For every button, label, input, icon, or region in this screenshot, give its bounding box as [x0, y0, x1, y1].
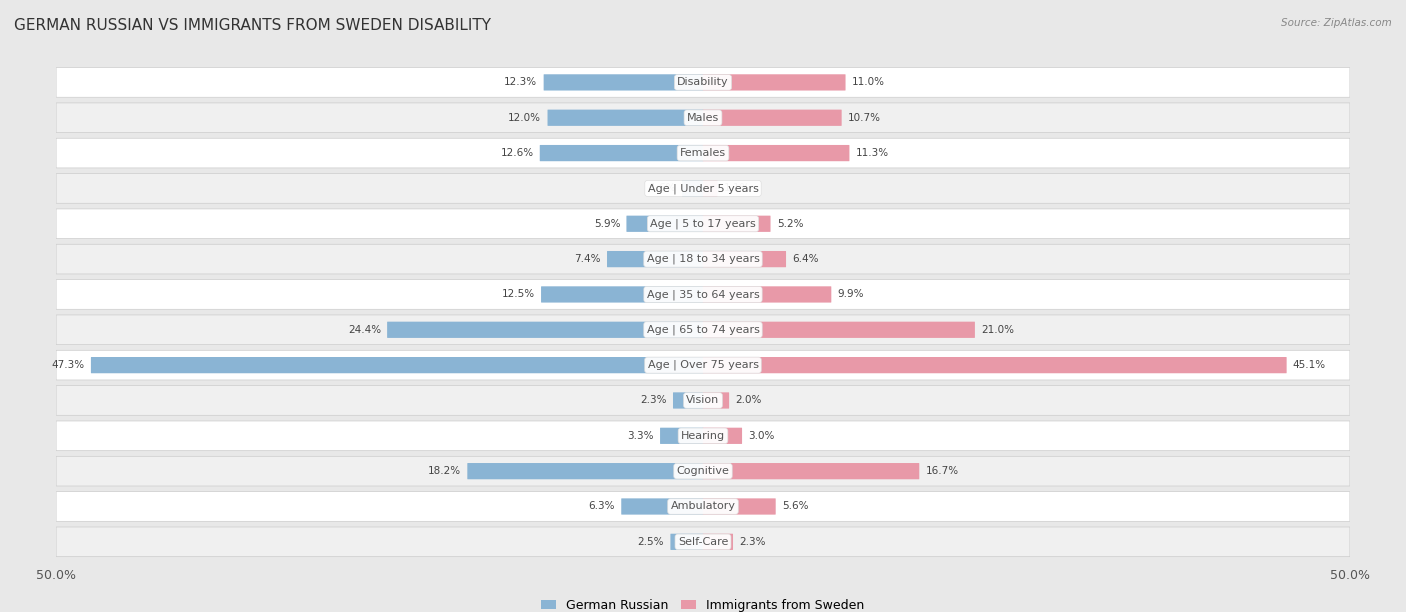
Text: 45.1%: 45.1% [1294, 360, 1326, 370]
Text: Age | 35 to 64 years: Age | 35 to 64 years [647, 289, 759, 300]
Text: Age | 18 to 34 years: Age | 18 to 34 years [647, 254, 759, 264]
FancyBboxPatch shape [703, 251, 786, 267]
FancyBboxPatch shape [703, 392, 730, 409]
Text: Age | 65 to 74 years: Age | 65 to 74 years [647, 324, 759, 335]
Text: 11.0%: 11.0% [852, 77, 884, 88]
Text: 24.4%: 24.4% [347, 325, 381, 335]
FancyBboxPatch shape [387, 322, 703, 338]
FancyBboxPatch shape [703, 110, 842, 126]
FancyBboxPatch shape [703, 286, 831, 302]
FancyBboxPatch shape [547, 110, 703, 126]
Text: 5.2%: 5.2% [776, 218, 803, 229]
Text: 9.9%: 9.9% [838, 289, 865, 299]
Text: 5.6%: 5.6% [782, 501, 808, 512]
Text: 1.1%: 1.1% [724, 184, 751, 193]
Text: 7.4%: 7.4% [574, 254, 600, 264]
FancyBboxPatch shape [56, 67, 1350, 97]
FancyBboxPatch shape [56, 209, 1350, 239]
FancyBboxPatch shape [621, 498, 703, 515]
FancyBboxPatch shape [91, 357, 703, 373]
Text: Hearing: Hearing [681, 431, 725, 441]
Text: 21.0%: 21.0% [981, 325, 1014, 335]
Text: 18.2%: 18.2% [427, 466, 461, 476]
Text: 6.3%: 6.3% [589, 501, 614, 512]
FancyBboxPatch shape [703, 74, 845, 91]
Legend: German Russian, Immigrants from Sweden: German Russian, Immigrants from Sweden [537, 594, 869, 612]
FancyBboxPatch shape [703, 463, 920, 479]
FancyBboxPatch shape [607, 251, 703, 267]
FancyBboxPatch shape [682, 181, 703, 196]
Text: Ambulatory: Ambulatory [671, 501, 735, 512]
FancyBboxPatch shape [56, 138, 1350, 168]
Text: GERMAN RUSSIAN VS IMMIGRANTS FROM SWEDEN DISABILITY: GERMAN RUSSIAN VS IMMIGRANTS FROM SWEDEN… [14, 18, 491, 34]
FancyBboxPatch shape [703, 215, 770, 232]
Text: 3.3%: 3.3% [627, 431, 654, 441]
Text: 2.5%: 2.5% [638, 537, 664, 547]
Text: 2.3%: 2.3% [740, 537, 766, 547]
FancyBboxPatch shape [541, 286, 703, 302]
FancyBboxPatch shape [56, 527, 1350, 557]
Text: Self-Care: Self-Care [678, 537, 728, 547]
Text: Age | Over 75 years: Age | Over 75 years [648, 360, 758, 370]
FancyBboxPatch shape [673, 392, 703, 409]
FancyBboxPatch shape [56, 421, 1350, 450]
Text: 3.0%: 3.0% [748, 431, 775, 441]
FancyBboxPatch shape [56, 103, 1350, 133]
FancyBboxPatch shape [671, 534, 703, 550]
Text: 47.3%: 47.3% [52, 360, 84, 370]
FancyBboxPatch shape [703, 498, 776, 515]
FancyBboxPatch shape [56, 244, 1350, 274]
Text: Disability: Disability [678, 77, 728, 88]
FancyBboxPatch shape [544, 74, 703, 91]
FancyBboxPatch shape [56, 174, 1350, 203]
Text: Vision: Vision [686, 395, 720, 406]
Text: 12.3%: 12.3% [505, 77, 537, 88]
Text: Females: Females [681, 148, 725, 158]
FancyBboxPatch shape [56, 457, 1350, 486]
Text: 12.6%: 12.6% [501, 148, 533, 158]
Text: 1.6%: 1.6% [650, 184, 676, 193]
Text: Males: Males [688, 113, 718, 123]
FancyBboxPatch shape [540, 145, 703, 161]
FancyBboxPatch shape [56, 386, 1350, 416]
Text: 2.3%: 2.3% [640, 395, 666, 406]
FancyBboxPatch shape [56, 280, 1350, 309]
FancyBboxPatch shape [703, 322, 974, 338]
FancyBboxPatch shape [703, 428, 742, 444]
Text: 2.0%: 2.0% [735, 395, 762, 406]
Text: Cognitive: Cognitive [676, 466, 730, 476]
FancyBboxPatch shape [56, 491, 1350, 521]
Text: 5.9%: 5.9% [593, 218, 620, 229]
FancyBboxPatch shape [659, 428, 703, 444]
Text: Age | Under 5 years: Age | Under 5 years [648, 183, 758, 193]
FancyBboxPatch shape [467, 463, 703, 479]
FancyBboxPatch shape [627, 215, 703, 232]
Text: 6.4%: 6.4% [792, 254, 818, 264]
Text: Age | 5 to 17 years: Age | 5 to 17 years [650, 218, 756, 229]
Text: 12.0%: 12.0% [509, 113, 541, 123]
FancyBboxPatch shape [703, 181, 717, 196]
FancyBboxPatch shape [703, 145, 849, 161]
FancyBboxPatch shape [56, 315, 1350, 345]
FancyBboxPatch shape [703, 357, 1286, 373]
Text: 16.7%: 16.7% [925, 466, 959, 476]
FancyBboxPatch shape [56, 350, 1350, 380]
Text: 11.3%: 11.3% [856, 148, 889, 158]
Text: 10.7%: 10.7% [848, 113, 882, 123]
Text: 12.5%: 12.5% [502, 289, 534, 299]
Text: Source: ZipAtlas.com: Source: ZipAtlas.com [1281, 18, 1392, 28]
FancyBboxPatch shape [703, 534, 733, 550]
